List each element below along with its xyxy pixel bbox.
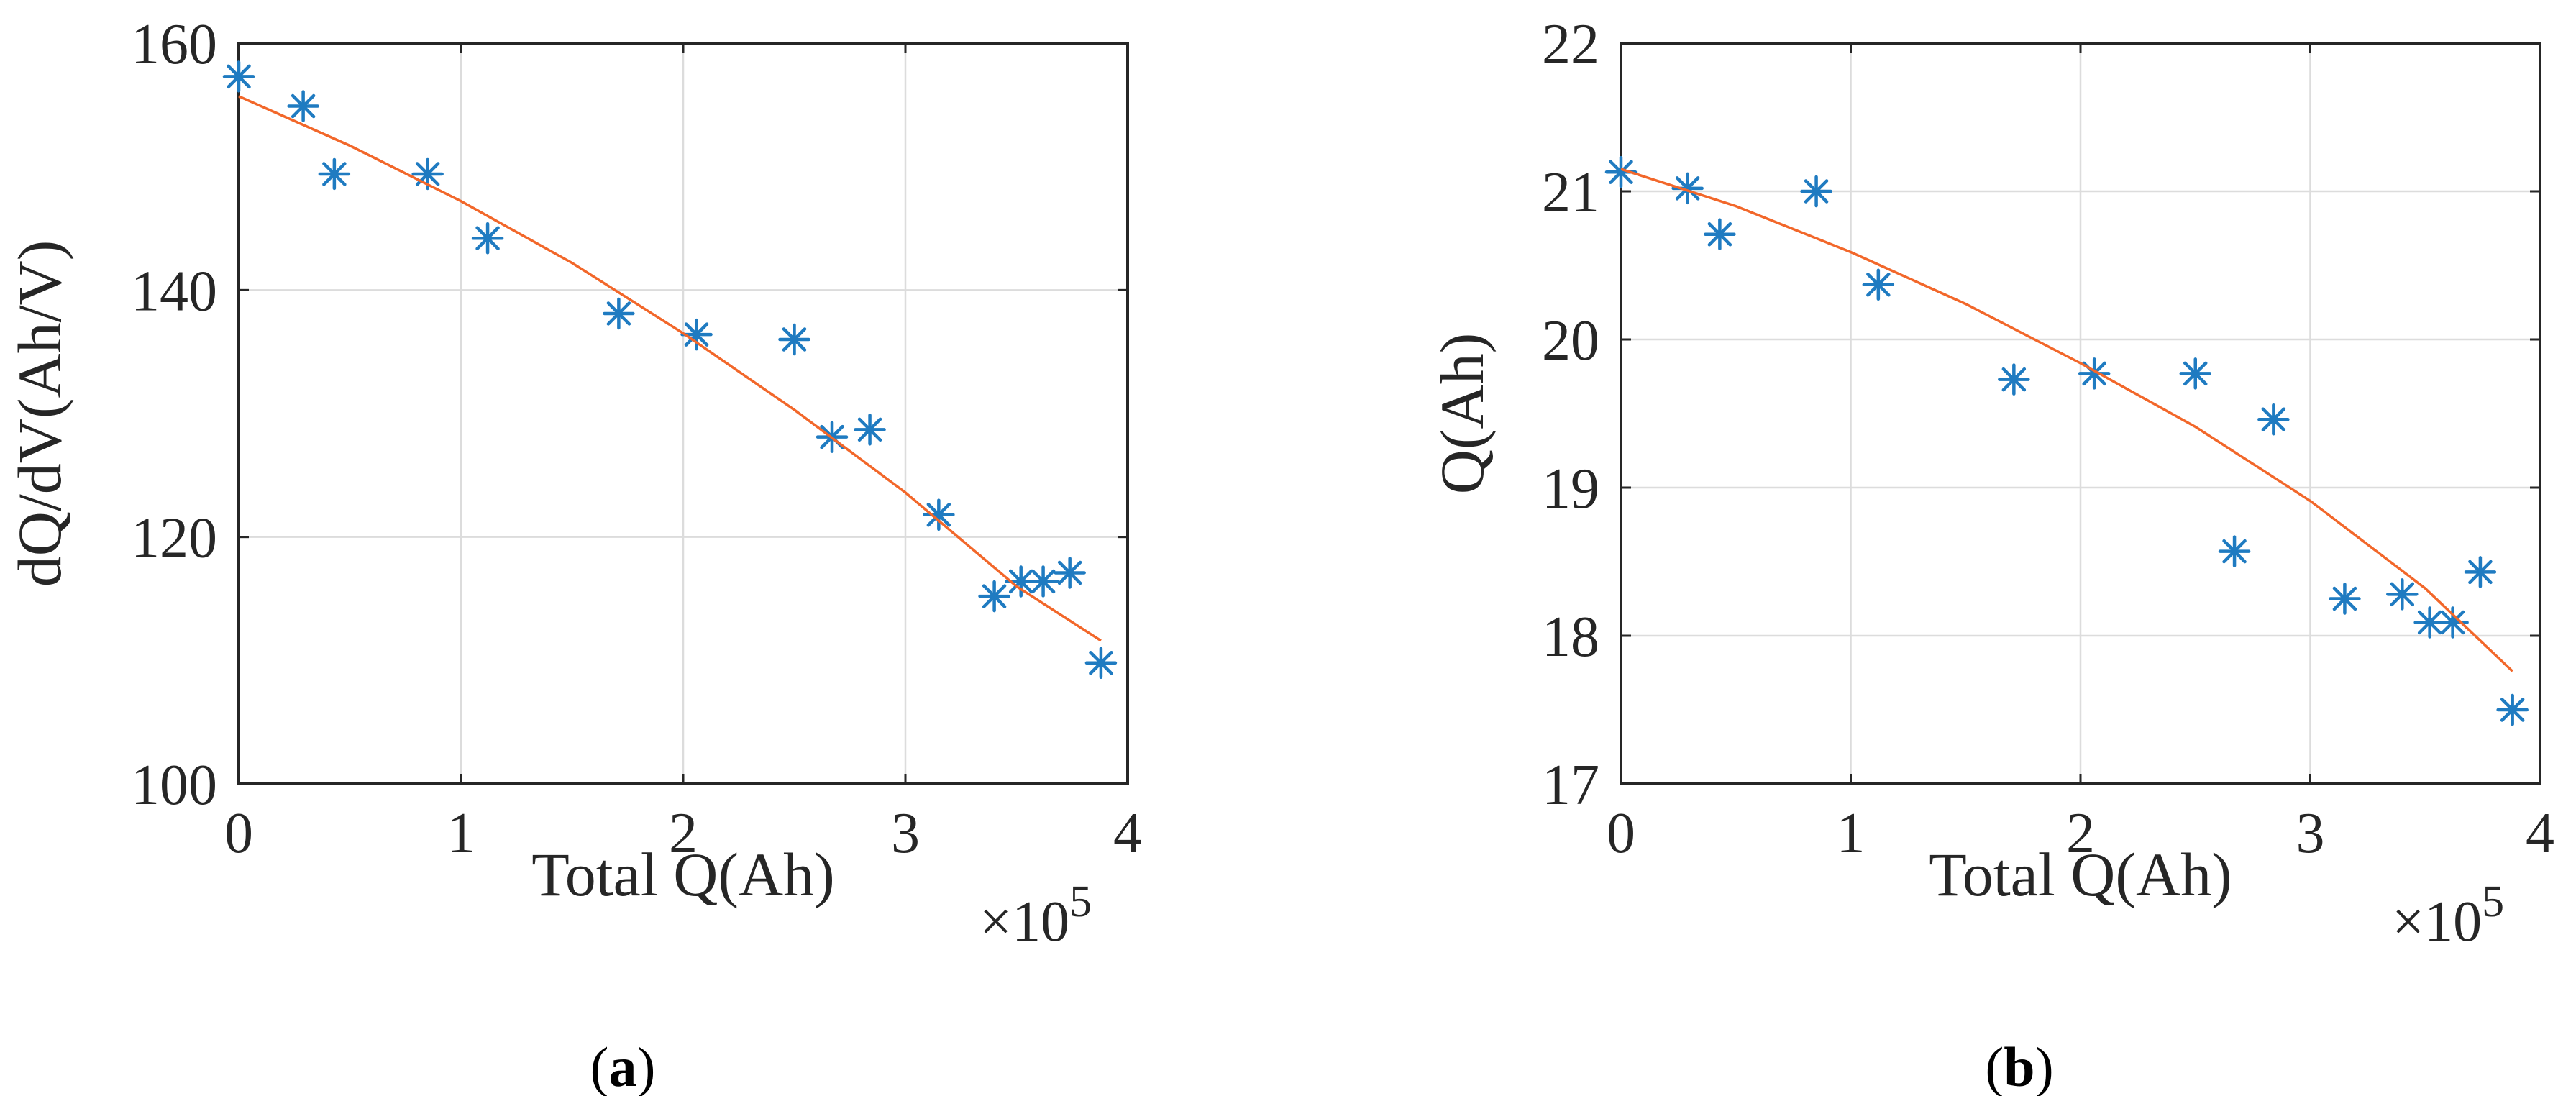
data-point bbox=[287, 90, 319, 122]
data-point bbox=[2257, 403, 2290, 436]
data-point bbox=[318, 157, 351, 191]
data-point bbox=[1998, 363, 2030, 396]
y-axis-label: dQ/dV(Ah/V) bbox=[5, 240, 74, 588]
data-point bbox=[2464, 556, 2497, 588]
y-tick-label: 100 bbox=[131, 754, 217, 817]
data-point bbox=[978, 580, 1010, 613]
data-point bbox=[854, 414, 886, 446]
y-tick-label: 22 bbox=[1542, 13, 1599, 76]
caption-b-close: ) bbox=[2035, 1036, 2054, 1096]
x-axis-multiplier: ×105 bbox=[2392, 877, 2504, 954]
data-point bbox=[2329, 583, 2361, 615]
data-point bbox=[471, 222, 504, 255]
fit-curve bbox=[1620, 168, 2513, 672]
chart-panel-a: 0 1 2 3 4 100 120 140 160 Total Q(Ah) dQ/dV(Ah/V) ×… bbox=[5, 13, 1142, 954]
data-point bbox=[1800, 175, 1832, 208]
data-point bbox=[2413, 606, 2446, 639]
x-tick-label: 1 bbox=[1837, 802, 1865, 865]
x-tick-label: 1 bbox=[447, 802, 475, 865]
x-tick-label: 0 bbox=[224, 802, 253, 865]
x-tick-label: 4 bbox=[1113, 802, 1142, 865]
x-tick-label: 4 bbox=[2526, 802, 2554, 865]
x-axis-label: Total Q(Ah) bbox=[1929, 840, 2232, 909]
x-tick-label: 0 bbox=[1607, 802, 1635, 865]
caption-a-letter: a bbox=[609, 1036, 637, 1096]
y-tick-label: 140 bbox=[131, 260, 217, 323]
data-point bbox=[2386, 578, 2419, 611]
caption-a-open: ( bbox=[590, 1036, 609, 1096]
caption-a: (a) bbox=[590, 1036, 656, 1096]
x-tick-label: 3 bbox=[2296, 802, 2325, 865]
data-point bbox=[1084, 647, 1118, 680]
y-axis-label: Q(Ah) bbox=[1428, 333, 1497, 495]
fit-curve bbox=[238, 95, 1102, 642]
data-point bbox=[1704, 218, 1736, 250]
x-tick-label: 3 bbox=[891, 802, 920, 865]
data-point bbox=[923, 498, 955, 531]
data-point bbox=[2078, 357, 2111, 390]
x-axis-multiplier: ×105 bbox=[979, 877, 1092, 954]
data-point bbox=[2218, 535, 2251, 567]
y-tick-label: 18 bbox=[1542, 606, 1599, 669]
caption-b-letter: b bbox=[2004, 1036, 2034, 1096]
data-point bbox=[778, 323, 810, 356]
data-point bbox=[2436, 606, 2469, 639]
x-tick-label: 2 bbox=[669, 802, 698, 865]
data-point bbox=[222, 60, 255, 93]
y-tick-label: 19 bbox=[1542, 457, 1599, 521]
caption-b-open: ( bbox=[1985, 1036, 2004, 1096]
chart-panel-b: 0 1 2 3 4 17 18 19 20 21 22 Total Q(Ah) Q(Ah) ×105 bbox=[1428, 13, 2554, 954]
data-point bbox=[2496, 693, 2529, 726]
y-tick-label: 17 bbox=[1542, 754, 1599, 817]
data-point bbox=[1054, 557, 1086, 589]
data-point bbox=[2179, 357, 2211, 390]
x-axis-label: Total Q(Ah) bbox=[531, 840, 834, 909]
y-tick-label: 120 bbox=[131, 507, 217, 570]
y-tick-label: 160 bbox=[131, 13, 217, 76]
data-point bbox=[1862, 268, 1895, 301]
x-tick-label: 2 bbox=[2066, 802, 2095, 865]
data-point bbox=[1027, 565, 1059, 598]
caption-a-close: ) bbox=[637, 1036, 656, 1096]
y-tick-label: 20 bbox=[1542, 309, 1599, 373]
caption-b: (b) bbox=[1985, 1036, 2053, 1096]
y-tick-label: 21 bbox=[1542, 161, 1599, 224]
data-point bbox=[603, 297, 635, 330]
